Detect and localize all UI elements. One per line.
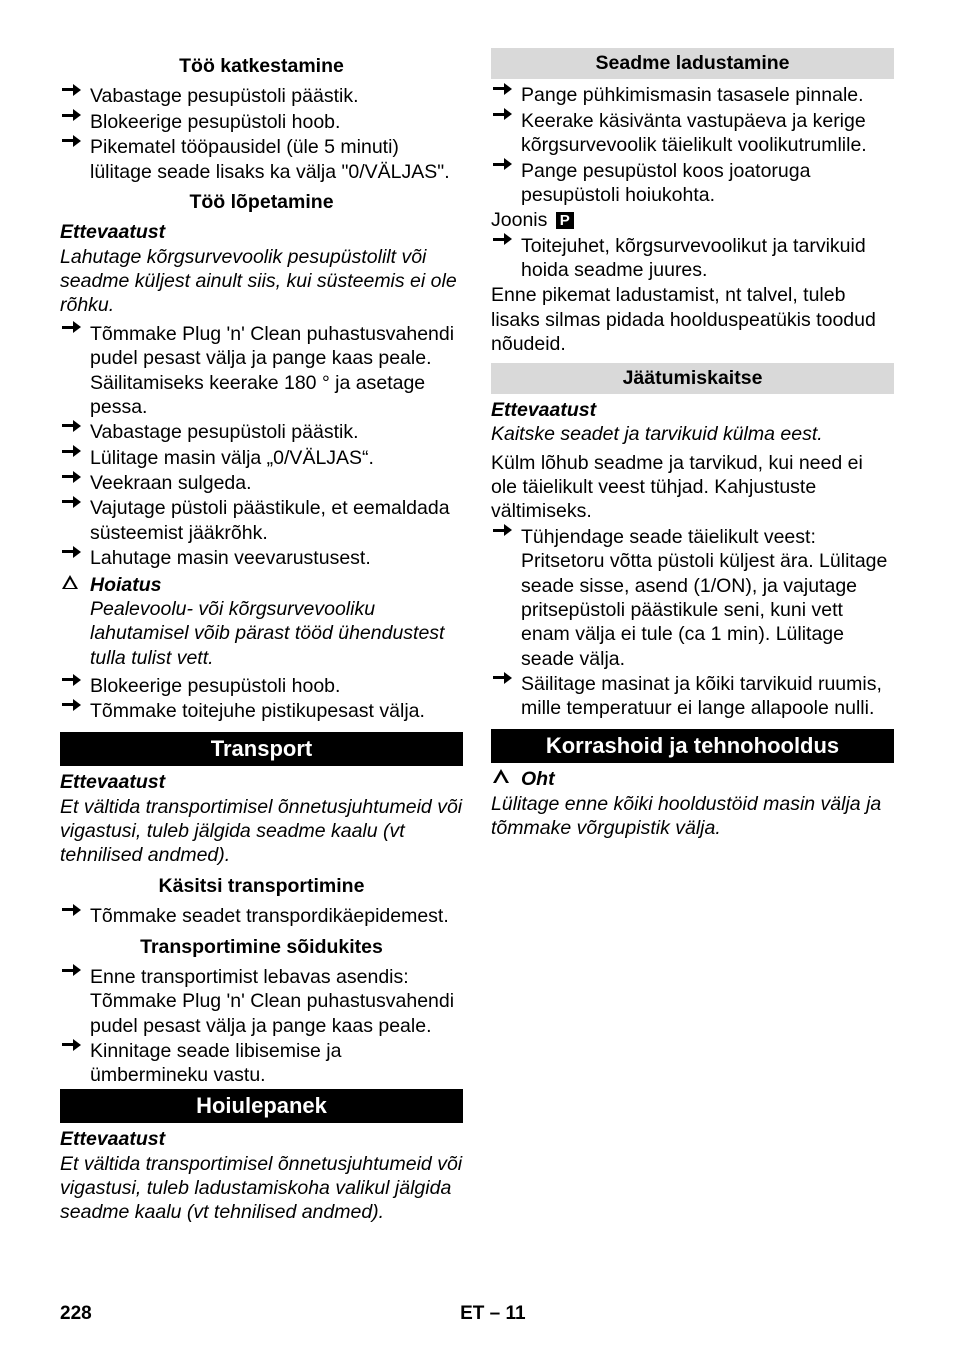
warning-text: Hoiatus <box>90 574 162 596</box>
danger-label: Oht <box>491 767 894 791</box>
page-number: 228 <box>60 1302 92 1326</box>
list-item: Vabastage pesupüstoli päästik. <box>60 84 463 108</box>
p-icon: P <box>556 212 574 229</box>
heading-transport: Transport <box>60 732 463 767</box>
heading-frost-protection: Jäätumiskaitse <box>491 363 894 394</box>
paragraph: Enne pikemat ladustamist, nt talvel, tul… <box>491 283 894 356</box>
footer-lang: ET <box>460 1303 484 1324</box>
list-item: Lülitage masin välja „0/VÄLJAS“. <box>60 446 463 470</box>
list-item: Enne transportimist lebavas asendis: Tõm… <box>60 965 463 1038</box>
list-item: Lahutage masin veevarustusest. <box>60 546 463 570</box>
caution-label: Ettevaatust <box>60 220 463 244</box>
page-footer: 228 ET – 11 <box>60 1302 894 1326</box>
danger-body: Lülitage enne kõiki hooldustöid masin vä… <box>491 792 894 841</box>
caution-label: Ettevaatust <box>60 770 463 794</box>
list-item: Kinnitage seade libisemise ja ümberminek… <box>60 1039 463 1088</box>
list-item: Vajutage püstoli päästikule, et eemaldad… <box>60 496 463 545</box>
warning-body: Pealevoolu- või kõrgsurvevooliku lahutam… <box>60 597 463 670</box>
list-item: Veekraan sulgeda. <box>60 471 463 495</box>
caution-body: Lahutage kõrgsurvevoolik pesupüstolilt v… <box>60 245 463 318</box>
heading-vehicle-transport: Transportimine sõidukites <box>60 935 463 959</box>
heading-work-interrupt: Töö katkestamine <box>60 54 463 78</box>
caution-body: Et vältida transportimisel õnnetusjuhtum… <box>60 795 463 868</box>
heading-storage: Hoiulepanek <box>60 1089 463 1124</box>
list-item: Pange pühkimismasin tasasele pinnale. <box>491 83 894 107</box>
warning-label: Hoiatus <box>60 573 463 597</box>
caution-label: Ettevaatust <box>491 398 894 422</box>
list-item: Tõmmake toitejuhe pistikupesast välja. <box>60 699 463 723</box>
figure-text: Joonis <box>491 209 547 231</box>
paragraph: Külm lõhub seadme ja tarvikud, kui need … <box>491 451 894 524</box>
list-item: Blokeerige pesupüstoli hoob. <box>60 674 463 698</box>
list-item: Keerake käsivänta vastupäeva ja kerige k… <box>491 109 894 158</box>
figure-label: Joonis P <box>491 208 894 232</box>
heading-work-finish: Töö lõpetamine <box>60 190 463 214</box>
heading-device-storage: Seadme ladustamine <box>491 48 894 79</box>
caution-body: Et vältida transportimisel õnnetusjuhtum… <box>60 1152 463 1225</box>
list-item: Tõmmake seadet transpordikäepidemest. <box>60 904 463 928</box>
heading-maintenance: Korrashoid ja tehnohooldus <box>491 729 894 764</box>
list-item: Toitejuhet, kõrgsurvevoolikut ja tarviku… <box>491 234 894 283</box>
list-item: Säilitage masinat ja kõiki tarvikuid ruu… <box>491 672 894 721</box>
list-item: Tühjendage seade täielikult veest: Prits… <box>491 525 894 671</box>
list-item: Blokeerige pesupüstoli hoob. <box>60 110 463 134</box>
list-item: Pange pesupüstol koos joatoruga pesupüst… <box>491 159 894 208</box>
list-item: Vabastage pesupüstoli päästik. <box>60 420 463 444</box>
list-item: Tõmmake Plug 'n' Clean puhastusvahendi p… <box>60 322 463 420</box>
caution-body: Kaitske seadet ja tarvikuid külma eest. <box>491 422 894 446</box>
heading-manual-transport: Käsitsi transportimine <box>60 874 463 898</box>
list-item: Pikematel tööpausidel (üle 5 minuti) lül… <box>60 135 463 184</box>
footer-seq: – 11 <box>490 1303 526 1324</box>
caution-label: Ettevaatust <box>60 1127 463 1151</box>
danger-text: Oht <box>521 768 555 790</box>
